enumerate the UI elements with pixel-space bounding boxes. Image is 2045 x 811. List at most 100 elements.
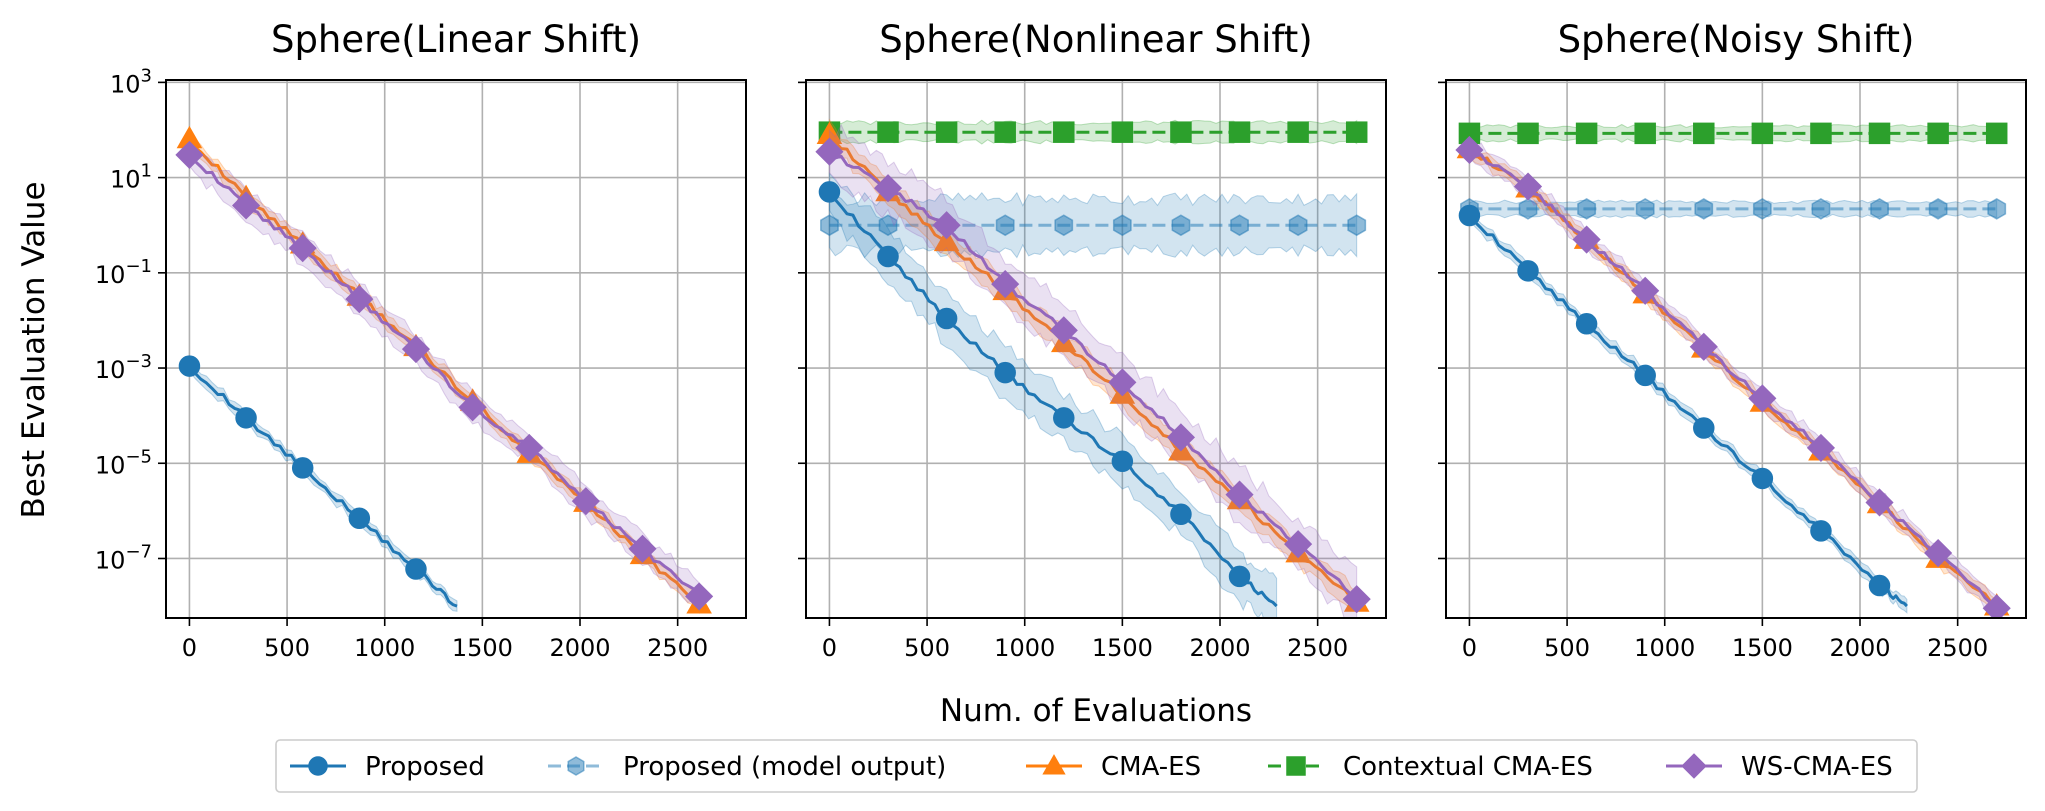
- data-point: [1811, 198, 1831, 220]
- data-point: [1284, 530, 1313, 559]
- x-tick-label: 1500: [1732, 634, 1793, 662]
- data-point: [291, 457, 314, 479]
- data-point: [1053, 121, 1075, 143]
- data-point: [994, 361, 1016, 384]
- series-ws-cma-es: [1455, 135, 2011, 618]
- legend: Proposed Proposed (model output) CMA-ES Con…: [275, 739, 1918, 793]
- data-point: [820, 214, 839, 237]
- data-point: [628, 534, 657, 563]
- data-point: [877, 245, 899, 268]
- axes-frame: [165, 79, 747, 619]
- x-tick-label: 2000: [1829, 634, 1890, 662]
- legend-item-cma-es: CMA-ES: [1026, 752, 1201, 782]
- series-line: [1468, 148, 1998, 610]
- data-point: [1689, 332, 1718, 361]
- legend-marker: [308, 756, 328, 776]
- series-proposed: [818, 172, 1278, 618]
- data-point: [1288, 214, 1308, 237]
- data-point: [1166, 423, 1196, 452]
- legend-item-contextual-cma-es: Contextual CMA-ES: [1268, 752, 1593, 782]
- series-proposed: [1458, 204, 1908, 614]
- panel-title: Sphere(Noisy Shift): [1558, 18, 1915, 61]
- data-point: [932, 211, 961, 240]
- data-point: [401, 335, 431, 364]
- panel-title: Sphere(Linear Shift): [271, 18, 641, 61]
- series-contextual-cma-es: [1458, 122, 2008, 145]
- panel-3: Sphere(Noisy Shift) 0 500 1000 1500 2000 2500: [1438, 18, 2027, 662]
- data-point: [1228, 565, 1251, 588]
- data-point: [345, 285, 374, 314]
- x-tick-label: 0: [1462, 634, 1477, 662]
- panel-title: Sphere(Nonlinear Shift): [879, 18, 1313, 61]
- data-point: [1228, 121, 1251, 143]
- y-tick-label: 10−5: [95, 446, 152, 479]
- plot-area: [1455, 122, 2011, 618]
- data-point: [1927, 122, 1949, 145]
- data-point: [1985, 122, 2008, 145]
- data-point: [1751, 467, 1774, 490]
- grid: [166, 80, 746, 618]
- x-tick-label: 2500: [1287, 634, 1348, 662]
- legend-label: Proposed (model output): [623, 752, 946, 782]
- x-axis-label: Num. of Evaluations: [940, 693, 1252, 729]
- x-tick-label: 1000: [994, 634, 1055, 662]
- data-point: [933, 228, 960, 252]
- x-tick-label: 0: [822, 634, 837, 662]
- series-line: [828, 133, 1358, 604]
- data-point: [1575, 313, 1598, 335]
- x-tick-label: 500: [1544, 634, 1590, 662]
- data-point: [1458, 204, 1481, 227]
- legend-item-ws-cma-es: WS-CMA-ES: [1666, 752, 1893, 782]
- data-point: [1631, 276, 1660, 305]
- data-point: [1108, 368, 1137, 397]
- series-ws-cma-es: [175, 140, 714, 612]
- legend-item-proposed-model-output: Proposed (model output): [548, 752, 946, 782]
- data-point: [1111, 121, 1134, 143]
- data-point: [1575, 122, 1598, 145]
- data-point: [1347, 214, 1367, 237]
- data-point: [1342, 585, 1371, 614]
- data-point: [1751, 122, 1774, 145]
- data-point: [1517, 122, 1539, 145]
- grid: [806, 80, 1386, 618]
- legend-label: WS-CMA-ES: [1741, 752, 1893, 782]
- confidence-band: [828, 123, 1358, 618]
- legend-marker: [1286, 756, 1306, 776]
- legend-frame: [275, 739, 1918, 793]
- data-point: [1518, 198, 1538, 220]
- data-point: [1928, 198, 1948, 220]
- data-point: [405, 558, 427, 580]
- x-tick-label: 500: [904, 634, 950, 662]
- data-point: [1694, 198, 1714, 220]
- data-point: [1693, 417, 1715, 439]
- y-tick-label: 10−3: [95, 351, 152, 384]
- data-point: [877, 121, 899, 143]
- plot-area: [815, 118, 1371, 618]
- data-point: [1924, 539, 1953, 568]
- x-tick-label: 2500: [647, 634, 708, 662]
- data-point: [873, 174, 903, 203]
- data-point: [1230, 214, 1249, 237]
- x-tick-label: 1500: [1092, 634, 1153, 662]
- legend-label: Proposed: [365, 752, 485, 782]
- data-point: [1054, 214, 1074, 237]
- data-point: [1345, 121, 1368, 143]
- data-point: [1810, 122, 1832, 145]
- data-point: [1287, 121, 1309, 143]
- data-point: [1748, 384, 1777, 413]
- series-line: [828, 150, 1358, 601]
- data-point: [348, 507, 371, 530]
- data-point: [995, 214, 1015, 237]
- series-line: [188, 153, 701, 598]
- data-point: [1634, 364, 1656, 387]
- series-line: [188, 138, 701, 606]
- data-point: [1870, 198, 1889, 220]
- x-tick-label: 500: [264, 634, 310, 662]
- data-point: [1868, 574, 1891, 597]
- legend-marker: [1042, 754, 1066, 775]
- data-point: [935, 121, 958, 143]
- y-tick-label: 10−7: [95, 541, 152, 574]
- y-axis-label: Best Evaluation Value: [16, 181, 52, 518]
- data-point: [1634, 122, 1656, 145]
